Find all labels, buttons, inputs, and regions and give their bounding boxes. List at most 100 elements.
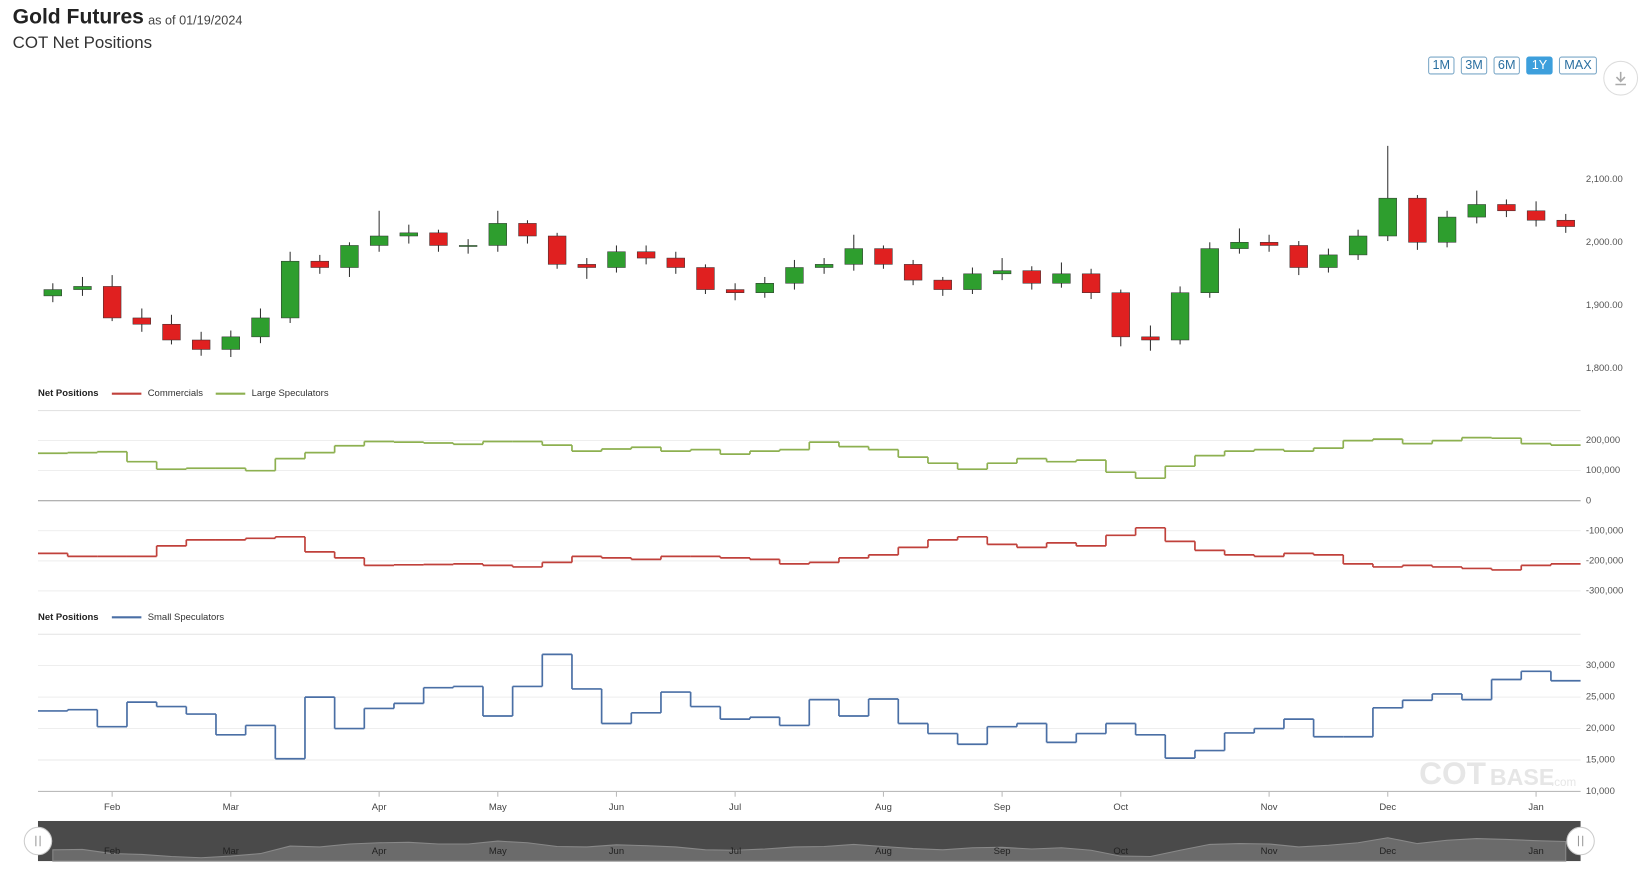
- candle-body: [844, 248, 863, 265]
- candle-body: [1052, 273, 1071, 284]
- y-tick-label: 2,000.00: [1586, 237, 1623, 248]
- candle-body: [1022, 270, 1041, 284]
- range-button-box: [1460, 56, 1488, 75]
- candle-body: [903, 264, 923, 281]
- navigator-label: Jul: [729, 846, 741, 857]
- navigator-handle-grip: [35, 835, 41, 847]
- candle-body: [221, 336, 240, 350]
- candle-body: [458, 245, 478, 247]
- candle-body: [1200, 248, 1219, 293]
- x-tick-label: Jul: [729, 802, 741, 813]
- range-button-label: 3M: [1465, 58, 1483, 72]
- candle-body: [1259, 242, 1279, 246]
- candle-body: [73, 286, 92, 290]
- x-tick-label: Apr: [372, 802, 387, 813]
- candle-body: [518, 223, 537, 237]
- navigator-handle[interactable]: [23, 826, 53, 856]
- range-button-label: 1Y: [1532, 58, 1548, 72]
- candle-body: [488, 223, 507, 246]
- candle-body: [102, 286, 122, 319]
- candle-body: [310, 260, 329, 268]
- y-tick-label: 1,800.00: [1586, 363, 1623, 374]
- watermark: COT: [1419, 755, 1486, 791]
- y-tick-label: 0: [1586, 495, 1591, 506]
- navigator-label: Aug: [875, 846, 892, 857]
- x-tick-label: Sep: [994, 802, 1011, 813]
- legend-label: Commercials: [148, 388, 204, 399]
- watermark: BASE: [1490, 764, 1554, 790]
- x-tick-label: Dec: [1379, 802, 1396, 813]
- y-tick-label: 100,000: [1586, 465, 1620, 476]
- navigator-handle[interactable]: [1566, 826, 1595, 856]
- x-tick-label: Oct: [1113, 802, 1128, 813]
- x-tick-label: Mar: [223, 802, 239, 813]
- x-tick-label: May: [489, 802, 507, 813]
- range-button[interactable]: MAX: [1558, 56, 1597, 75]
- candle-body: [725, 289, 745, 293]
- y-tick-label: -200,000: [1586, 555, 1623, 566]
- y-tick-label: 25,000: [1586, 692, 1615, 703]
- range-button-box: [1526, 56, 1553, 75]
- candle-body: [369, 235, 389, 246]
- candle-body: [1319, 254, 1338, 268]
- candle-body: [43, 289, 62, 297]
- range-button-label: 6M: [1498, 58, 1516, 72]
- range-button[interactable]: 1Y: [1526, 56, 1553, 75]
- candle-body: [874, 248, 893, 265]
- range-button-label: MAX: [1564, 58, 1592, 72]
- range-button[interactable]: 1M: [1428, 56, 1455, 75]
- candle-body: [992, 270, 1012, 275]
- legend-label: Large Speculators: [252, 388, 329, 399]
- range-button-label: 1M: [1433, 58, 1451, 72]
- candle-body: [696, 267, 715, 290]
- candle-body: [607, 251, 626, 268]
- y-tick-label: 200,000: [1586, 435, 1620, 446]
- candle-body: [1348, 235, 1368, 256]
- range-button[interactable]: 3M: [1460, 56, 1488, 75]
- candle-body: [162, 323, 181, 341]
- y-tick-label: 20,000: [1586, 723, 1615, 734]
- y-tick-label: 1,900.00: [1586, 300, 1623, 311]
- range-button-box: [1428, 56, 1455, 75]
- range-button[interactable]: 6M: [1493, 56, 1520, 75]
- candle-body: [785, 267, 804, 284]
- candle-body: [636, 251, 656, 259]
- candle-body: [191, 339, 211, 350]
- x-tick-label: Nov: [1261, 802, 1278, 813]
- candle-body: [1111, 292, 1130, 338]
- candle-body: [1081, 273, 1101, 293]
- watermark: .com: [1551, 776, 1576, 789]
- range-button-box: [1558, 56, 1597, 75]
- title: Gold Futures: [13, 6, 144, 29]
- navigator-handle-knob: [1566, 826, 1595, 856]
- candle-body: [577, 264, 596, 268]
- y-tick-label: -300,000: [1586, 585, 1623, 596]
- subtitle: COT Net Positions: [13, 33, 152, 52]
- legend-title: Net Positions: [38, 612, 99, 623]
- navigator-handle-grip: [1577, 835, 1584, 847]
- candle-body: [340, 245, 359, 268]
- navigator-label: Jun: [609, 846, 624, 857]
- date-note: as of 01/19/2024: [148, 14, 242, 28]
- navigator-label: Feb: [104, 846, 120, 857]
- y-tick-label: 15,000: [1586, 754, 1615, 765]
- x-tick-label: Feb: [104, 802, 120, 813]
- candle-body: [132, 317, 151, 325]
- download-button[interactable]: [1603, 60, 1639, 96]
- navigator-label: Jan: [1528, 846, 1543, 857]
- navigator-label: May: [489, 846, 507, 857]
- legend-title: Net Positions: [38, 388, 99, 399]
- x-tick-label: Jun: [609, 802, 624, 813]
- candle-body: [429, 232, 448, 246]
- navigator-label: Apr: [372, 846, 387, 857]
- candle-body: [399, 232, 418, 237]
- candle-body: [251, 317, 270, 338]
- legend-label: Small Speculators: [148, 612, 225, 623]
- y-tick-label: 30,000: [1586, 660, 1615, 671]
- range-button-box: [1493, 56, 1520, 75]
- navigator-label: Oct: [1113, 846, 1128, 857]
- candle-body: [1230, 242, 1249, 249]
- candle-body: [933, 279, 952, 290]
